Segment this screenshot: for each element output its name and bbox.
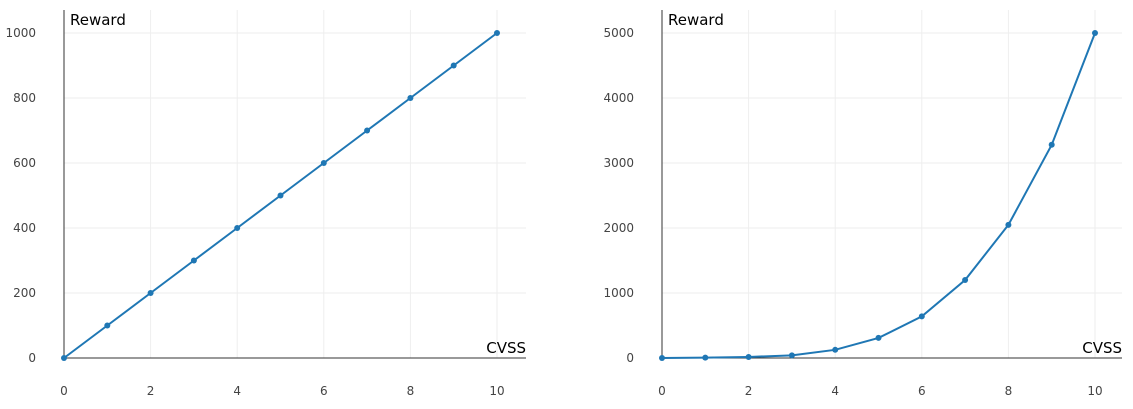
- y-tick-label: 1000: [5, 26, 36, 40]
- y-tick-label: 0: [626, 351, 634, 365]
- data-point: [450, 62, 457, 69]
- x-tick-label: 10: [1087, 384, 1102, 398]
- x-tick-label: 6: [320, 384, 328, 398]
- data-point: [875, 334, 882, 341]
- y-axis-title: Reward: [668, 11, 724, 29]
- data-point: [234, 225, 241, 231]
- data-point: [1092, 30, 1098, 36]
- data-point: [407, 95, 414, 101]
- x-tick-label: 0: [60, 384, 68, 398]
- data-point: [702, 354, 709, 361]
- data-point: [494, 30, 500, 36]
- x-tick-label: 0: [658, 384, 666, 398]
- x-axis-title: CVSS: [1082, 339, 1122, 357]
- y-tick-label: 1000: [603, 286, 634, 300]
- data-point: [962, 277, 969, 283]
- data-point: [788, 352, 795, 359]
- chart-2: 0 2 4 6 8 10 0 1000 2000 3000 4000 5000 Reward CVSS: [603, 10, 1122, 398]
- y-axis-title: Reward: [70, 11, 126, 29]
- y-tick-label: 200: [13, 286, 36, 300]
- x-axis-title: CVSS: [486, 339, 526, 357]
- x-tick-label: 10: [489, 384, 504, 398]
- x-tick-label: 2: [745, 384, 753, 398]
- y-tick-label: 0: [28, 351, 36, 365]
- data-point: [1048, 141, 1055, 148]
- y-tick-label: 2000: [603, 221, 634, 235]
- data-point: [61, 355, 67, 361]
- y-tick-label: 3000: [603, 156, 634, 170]
- x-tick-label: 6: [918, 384, 926, 398]
- data-point: [190, 257, 197, 264]
- data-point: [277, 192, 284, 199]
- chart-1: 0 2 4 6 8 10 0 200 400 600 800 1000 Reward CVSS: [5, 10, 526, 398]
- x-tick-label: 2: [147, 384, 155, 398]
- x-tick-label: 8: [407, 384, 415, 398]
- data-point: [104, 322, 111, 329]
- x-tick-label: 4: [831, 384, 839, 398]
- y-tick-label: 400: [13, 221, 36, 235]
- y-tick-label: 5000: [603, 26, 634, 40]
- data-point: [918, 313, 925, 320]
- series-line: [661, 32, 1096, 359]
- y-tick-label: 800: [13, 91, 36, 105]
- y-tick-label: 4000: [603, 91, 634, 105]
- data-point: [364, 127, 371, 134]
- data-point: [1005, 221, 1012, 228]
- data-point: [745, 353, 752, 360]
- y-tick-label: 600: [13, 156, 36, 170]
- data-point: [320, 160, 327, 166]
- x-tick-label: 4: [233, 384, 241, 398]
- data-point: [659, 355, 665, 361]
- data-point: [147, 290, 154, 296]
- x-tick-label: 8: [1005, 384, 1013, 398]
- data-point: [832, 346, 839, 353]
